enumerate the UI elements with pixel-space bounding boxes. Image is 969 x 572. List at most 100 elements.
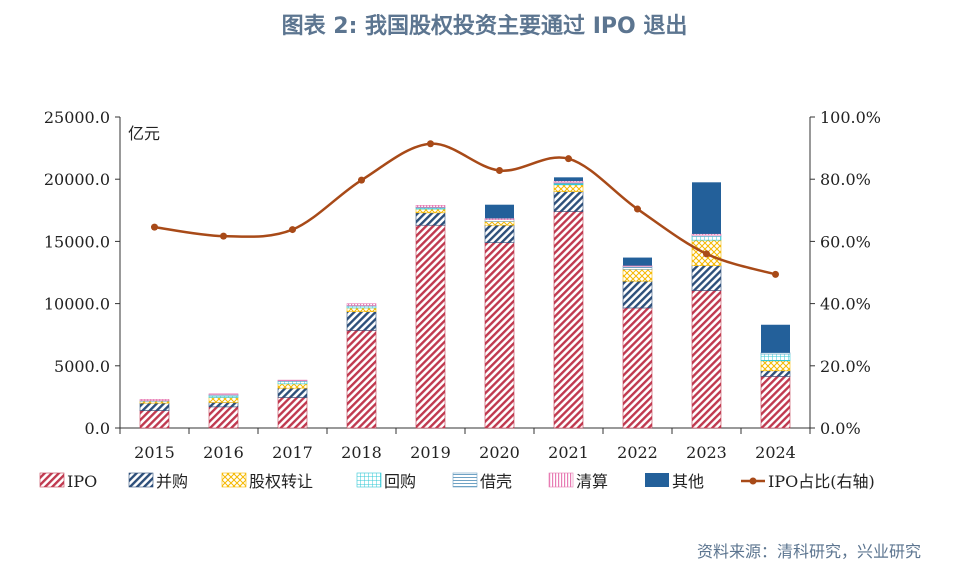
bar-segment <box>346 307 377 312</box>
source-note: 资料来源：清科研究，兴业研究 <box>696 542 921 561</box>
bar-segment <box>484 242 515 429</box>
x-tick-label: 2018 <box>341 443 382 462</box>
x-tick-label: 2021 <box>548 443 589 462</box>
bar-segment <box>277 397 308 429</box>
ipo-share-point <box>703 250 710 258</box>
legend-label: IPO <box>67 472 97 491</box>
legend-swatch <box>452 472 478 488</box>
bar-segment <box>208 402 239 408</box>
bar-segment <box>208 406 239 429</box>
ipo-share-point <box>151 223 158 231</box>
bar-segment <box>553 180 584 183</box>
y-axis-unit: 亿元 <box>128 124 160 143</box>
legend-label: 借壳 <box>480 472 512 491</box>
right-tick-label: 0.0% <box>820 419 861 438</box>
legend-swatch <box>356 472 382 488</box>
bar-segment <box>485 204 514 219</box>
left-tick-label: 25000.0 <box>44 108 110 127</box>
right-tick-label: 60.0% <box>820 232 871 251</box>
bar-segment <box>760 353 791 362</box>
x-tick-label: 2024 <box>755 443 796 462</box>
left-tick-label: 0.0 <box>85 419 110 438</box>
bar-segment <box>760 352 791 355</box>
bar-segment <box>139 410 170 429</box>
legend-label: 清算 <box>576 472 608 491</box>
legend: IPO 并购 股权转让 回购 借壳 清算 其他 IPO占比(右轴) <box>39 472 875 491</box>
bar-segment <box>415 208 446 214</box>
bar-segment <box>622 265 653 267</box>
bar-segment <box>346 330 377 429</box>
axes: 0.0 0.0% 5000.0 20.0% 10000.0 40.0% 15000.0 60.… <box>44 108 881 462</box>
bar-segment <box>139 399 170 401</box>
legend-swatch <box>548 472 574 488</box>
right-tick-label: 80.0% <box>820 170 871 189</box>
bar-segment <box>346 311 377 331</box>
bar-segment <box>622 269 653 282</box>
ipo-share-point <box>634 205 641 213</box>
bar-segment <box>484 224 515 243</box>
bar-segment <box>760 376 791 429</box>
legend-swatch <box>221 472 247 488</box>
bars <box>139 177 791 429</box>
bar-segment <box>553 184 584 192</box>
legend-swatch <box>645 473 669 487</box>
chart-title: 图表 2: 我国股权投资主要通过 IPO 退出 <box>281 14 688 39</box>
x-tick-label: 2019 <box>410 443 451 462</box>
left-tick-label: 15000.0 <box>44 232 110 251</box>
x-tick-label: 2017 <box>272 443 313 462</box>
bar-segment <box>692 182 721 234</box>
bar-segment <box>760 360 791 372</box>
ipo-share-point <box>289 226 296 234</box>
bar-segment <box>623 257 652 266</box>
bar-segment <box>691 233 722 236</box>
legend-label: 其他 <box>672 472 704 491</box>
x-tick-label: 2016 <box>203 443 244 462</box>
bar-segment <box>622 280 653 309</box>
bar-segment <box>415 224 446 429</box>
legend-swatch <box>128 472 154 488</box>
bar-segment <box>691 265 722 291</box>
bar-segment <box>622 265 653 270</box>
bar-segment <box>139 402 170 411</box>
left-tick-label: 20000.0 <box>44 170 110 189</box>
bar-segment <box>553 211 584 429</box>
bar-segment <box>761 324 790 353</box>
bar-segment <box>415 205 446 208</box>
bar-segment <box>346 303 377 306</box>
x-tick-label: 2015 <box>134 443 175 462</box>
ipo-share-point <box>565 155 572 163</box>
left-tick-label: 10000.0 <box>44 295 110 314</box>
right-tick-label: 40.0% <box>820 295 871 314</box>
bar-segment <box>622 307 653 429</box>
bar-segment <box>415 212 446 226</box>
ipo-share-point <box>358 176 365 184</box>
ipo-share-point <box>496 166 503 174</box>
bar-segment <box>277 387 308 398</box>
legend-line-marker <box>749 477 757 485</box>
x-tick-label: 2020 <box>479 443 520 462</box>
legend-label: IPO占比(右轴) <box>768 472 875 491</box>
ipo-share-point <box>427 140 434 148</box>
right-tick-label: 100.0% <box>820 108 881 127</box>
ipo-share-point <box>772 270 779 278</box>
bar-segment <box>277 383 308 389</box>
bar-segment <box>554 177 583 182</box>
legend-swatch <box>39 472 65 488</box>
legend-label: 股权转让 <box>249 472 313 491</box>
x-tick-label: 2023 <box>686 443 727 462</box>
bar-segment <box>277 381 308 385</box>
legend-label: 回购 <box>384 472 416 491</box>
bar-segment <box>691 236 722 241</box>
ipo-share-line <box>151 140 779 278</box>
bar-segment <box>553 191 584 212</box>
bar-segment <box>208 393 239 395</box>
bar-segment <box>691 290 722 429</box>
bar-segment <box>484 221 515 226</box>
bar-segment <box>484 218 515 220</box>
right-tick-label: 20.0% <box>820 357 871 376</box>
left-tick-label: 5000.0 <box>54 357 110 376</box>
bar-segment <box>208 397 239 403</box>
ipo-share-point <box>220 232 227 240</box>
legend-label: 并购 <box>156 472 188 491</box>
